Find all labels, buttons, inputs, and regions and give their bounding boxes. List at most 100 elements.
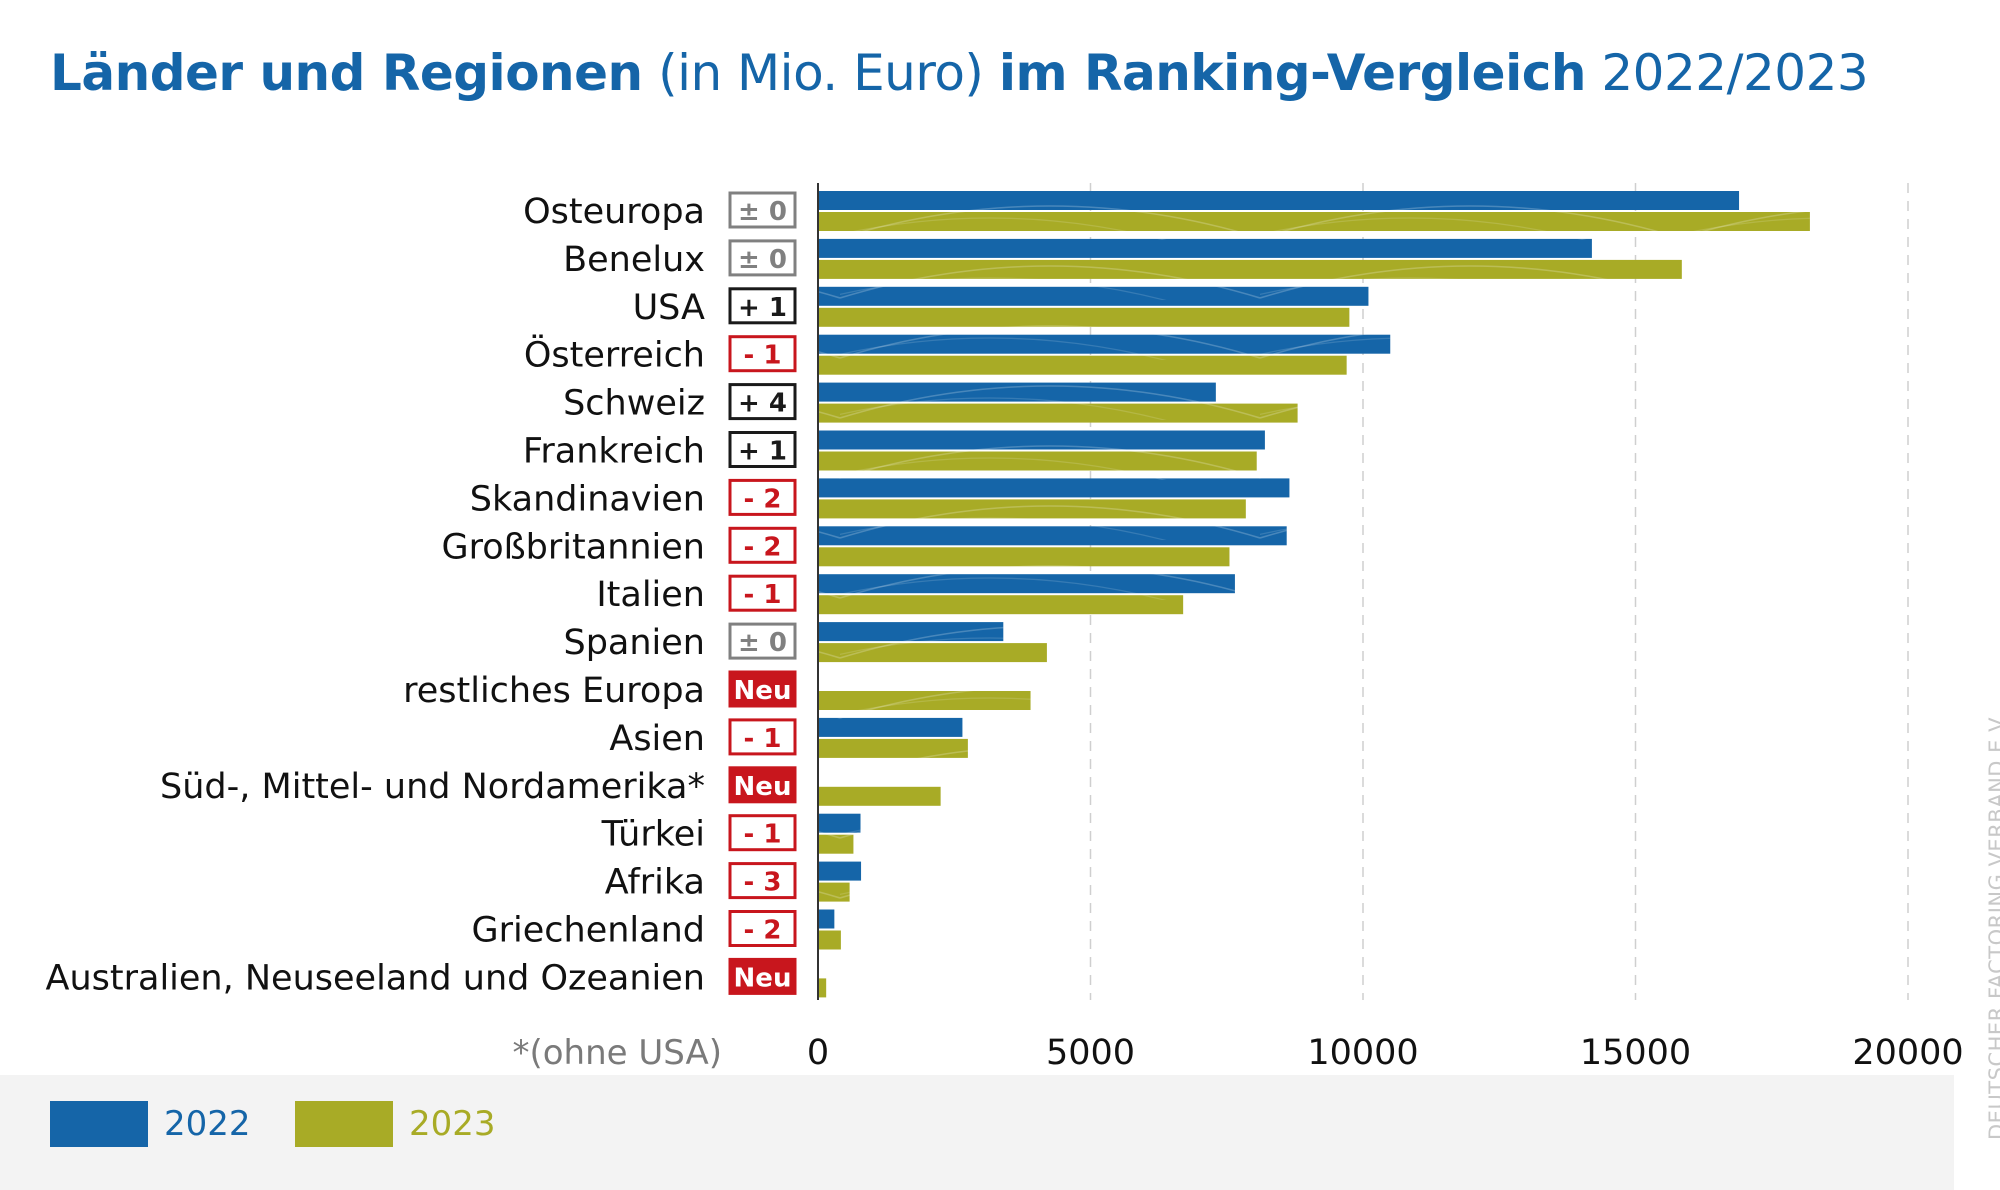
watermark: DEUTSCHER FACTORING VERBAND E.V.: [1985, 712, 2000, 1140]
category-label: Großbritannien: [441, 527, 705, 567]
ranking-badge-text: ± 0: [738, 197, 787, 227]
ranking-badge-box: [728, 766, 797, 804]
ranking-badge: - 3: [728, 862, 797, 900]
ranking-badge-text: - 1: [744, 724, 782, 754]
ranking-badge: ± 0: [728, 622, 797, 660]
bar-texture: [818, 355, 1347, 375]
x-axis-ticks: 0 5000 10000 15000 20000: [807, 1033, 1964, 1073]
bar-texture: [818, 574, 1235, 594]
ranking-badge: Neu: [728, 957, 797, 995]
ranking-badge-box: [728, 957, 797, 995]
footnote: *(ohne USA): [512, 1033, 722, 1073]
x-tick-label: 15000: [1580, 1033, 1691, 1073]
x-tick-label: 10000: [1307, 1033, 1418, 1073]
ranking-badge-text: - 3: [744, 868, 782, 898]
bar-texture: [818, 382, 1216, 402]
ranking-badge-text: ± 0: [738, 245, 787, 275]
ranking-badge-text: - 2: [744, 532, 782, 562]
ranking-badge-box: [728, 191, 797, 229]
ranking-badge-box: [728, 574, 797, 612]
category-label: restliches Europa: [403, 671, 705, 711]
bar-texture: [818, 882, 850, 902]
ranking-badge: Neu: [728, 670, 797, 708]
ranking-badge: + 1: [728, 431, 797, 468]
bar-texture: [818, 478, 1290, 498]
bar-texture: [818, 430, 1265, 450]
ranking-badges: ± 0 ± 0 + 1 - 1 + 4 + 1 - 2 - 2 - 1 ± 0 Neu - 1 Neu -…: [728, 191, 797, 995]
category-label: Skandinavien: [470, 479, 705, 519]
ranking-badge: + 4: [728, 383, 797, 421]
ranking-badge: - 2: [728, 526, 797, 564]
ranking-badge-box: [728, 862, 797, 900]
ranking-badge-text: - 2: [744, 484, 782, 514]
bar-texture: [818, 334, 1391, 354]
category-label: Frankreich: [523, 432, 705, 472]
legend-swatch-2022: [50, 1101, 148, 1147]
ranking-badge-text: - 1: [744, 341, 782, 371]
bar-texture: [818, 499, 1246, 519]
category-label: USA: [633, 288, 705, 328]
bar-texture: [818, 861, 862, 881]
bar-texture: [818, 930, 841, 950]
ranking-badge-box: [728, 383, 797, 421]
category-label: Türkei: [601, 815, 705, 855]
category-label: Italien: [596, 575, 705, 615]
category-label: Afrika: [605, 863, 705, 903]
ranking-badge-text: + 1: [738, 293, 787, 323]
ranking-badge-text: Neu: [734, 676, 792, 706]
bars-group: [818, 191, 1810, 998]
category-label: Schweiz: [563, 384, 705, 424]
category-label: Spanien: [563, 623, 705, 663]
ranking-badge-box: [728, 814, 797, 852]
title-part-4: 2022/2023: [1601, 44, 1869, 102]
x-tick-label: 0: [807, 1033, 829, 1073]
bar-texture: [818, 622, 1004, 642]
category-label: Süd-, Mittel- und Nordamerika*: [160, 767, 705, 807]
category-label: Griechenland: [472, 911, 705, 951]
bar-texture: [818, 786, 941, 806]
title-part-3: im Ranking-Vergleich: [998, 44, 1587, 102]
bar-texture: [818, 738, 968, 758]
x-tick-label: 5000: [1046, 1033, 1135, 1073]
ranking-badge-text: + 4: [738, 389, 787, 419]
category-label: Australien, Neuseeland und Ozeanien: [46, 958, 705, 998]
chart-title: Länder und Regionen (in Mio. Euro) im Ra…: [50, 44, 1869, 102]
bar-texture: [818, 212, 1810, 231]
ranking-badge: + 1: [728, 287, 797, 325]
bar-texture: [818, 526, 1287, 546]
bar-texture: [818, 286, 1369, 306]
legend-label-2022: 2022: [164, 1104, 251, 1144]
category-label: Benelux: [563, 240, 705, 280]
category-label: Osteuropa: [523, 192, 705, 232]
bar-texture: [818, 834, 854, 854]
ranking-badge-box: [728, 287, 797, 325]
ranking-badge: - 1: [728, 718, 797, 756]
category-label: Asien: [609, 719, 705, 759]
bar-texture: [818, 691, 1031, 710]
bar-texture: [818, 403, 1298, 423]
ranking-badge: - 1: [728, 574, 797, 612]
legend: [0, 1075, 1954, 1190]
ranking-badge-text: - 1: [744, 820, 782, 850]
title-part-2: (in Mio. Euro): [658, 44, 984, 102]
ranking-badge-text: + 1: [738, 437, 787, 467]
ranking-badge-text: ± 0: [738, 628, 787, 658]
bar-texture: [818, 547, 1230, 567]
ranking-badge-text: - 1: [744, 580, 782, 610]
bar-texture: [818, 259, 1682, 279]
ranking-badge-box: [728, 910, 797, 947]
ranking-badge-text: Neu: [734, 963, 792, 993]
bar-texture: [818, 307, 1350, 327]
bar-texture: [818, 909, 835, 929]
ranking-badge: Neu: [728, 766, 797, 804]
ranking-badge-box: [728, 478, 797, 516]
ranking-badge-box: [728, 431, 797, 468]
ranking-badge: - 1: [728, 335, 797, 373]
bar-texture: [818, 717, 963, 737]
ranking-badge-box: [728, 622, 797, 660]
ranking-badge-text: - 2: [744, 916, 782, 946]
ranking-badge: - 2: [728, 478, 797, 516]
category-label: Österreich: [524, 334, 705, 376]
ranking-badge: - 1: [728, 814, 797, 852]
bar-texture: [818, 191, 1740, 210]
